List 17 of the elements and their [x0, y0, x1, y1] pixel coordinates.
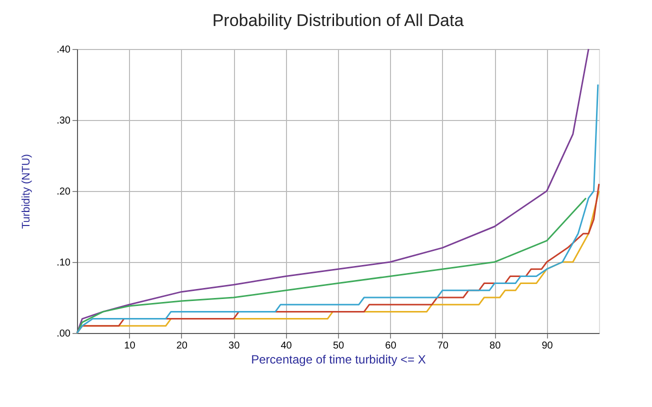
y-tick-label: .30: [56, 116, 71, 126]
x-tick-label: 50: [332, 340, 344, 352]
y-axis-title: Turbidity (NTU): [20, 154, 33, 229]
x-tick-label: 80: [490, 340, 502, 352]
chart-title: Probability Distribution of All Data: [212, 11, 464, 30]
y-tick-label: .00: [56, 328, 71, 340]
x-tick-label: 60: [385, 340, 397, 352]
y-tick-label: .20: [56, 186, 71, 198]
x-tick-label: 30: [228, 340, 240, 352]
x-tick-label: 90: [542, 340, 554, 352]
x-tick-label: 40: [280, 340, 292, 352]
y-tick-label: .10: [56, 258, 71, 268]
x-axis-title: Percentage of time turbidity <= X: [251, 352, 426, 366]
x-tick-label: 20: [176, 340, 188, 352]
x-tick-label: 10: [124, 340, 136, 352]
y-tick-label: .40: [56, 44, 71, 56]
x-tick-label: 70: [437, 340, 449, 352]
